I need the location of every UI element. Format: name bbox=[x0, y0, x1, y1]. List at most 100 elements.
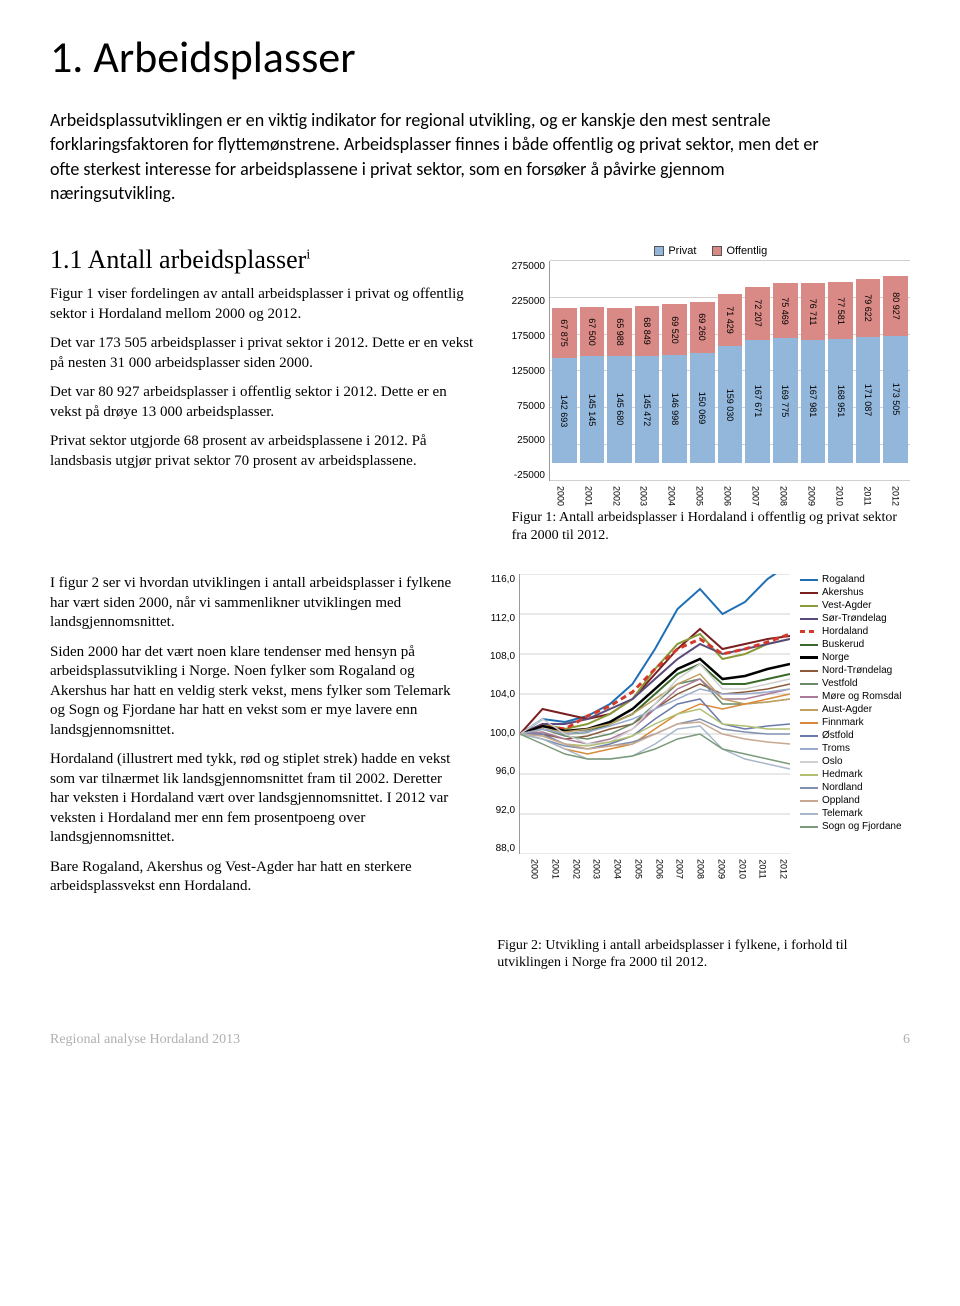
chart-1-legend: Privat Offentlig bbox=[512, 245, 910, 257]
bar-column: 71 429 159 030 bbox=[718, 294, 743, 481]
x-tick-label: 2004 bbox=[667, 484, 677, 509]
line-legend: RogalandAkershusVest-AgderSør-TrøndelagH… bbox=[800, 574, 910, 907]
heading-text: 1.1 Antall arbeidsplasser bbox=[50, 245, 306, 274]
body-paragraph: Bare Rogaland, Akershus og Vest-Agder ha… bbox=[50, 858, 460, 897]
legend-item: Sør-Trøndelag bbox=[800, 613, 910, 624]
bar-value-label: 76 711 bbox=[808, 298, 818, 325]
bar-value-label: 167 981 bbox=[808, 385, 818, 418]
bar-segment-offentlig: 71 429 bbox=[718, 294, 743, 346]
bar-value-label: 79 622 bbox=[863, 294, 873, 322]
bar-value-label: 145 472 bbox=[642, 393, 652, 426]
chart-1-caption: Figur 1: Antall arbeidsplasser i Hordala… bbox=[512, 509, 910, 544]
chart-2-caption: Figur 2: Utvikling i antall arbeidsplass… bbox=[497, 937, 910, 972]
bar-segment-offentlig: 76 711 bbox=[801, 283, 826, 339]
x-tick-label: 2009 bbox=[716, 859, 726, 880]
bar-chart: 2750002250001750001250007500025000-25000… bbox=[512, 261, 910, 481]
bar-segment-privat: 142 693 bbox=[552, 358, 577, 463]
bar-column: 67 875 142 693 bbox=[552, 308, 577, 481]
y-tick-label: 125000 bbox=[512, 366, 545, 377]
legend-item: Offentlig bbox=[712, 245, 767, 257]
bar-y-axis: 2750002250001750001250007500025000-25000 bbox=[512, 261, 549, 481]
legend-item: Møre og Romsdal bbox=[800, 691, 910, 702]
bar-value-label: 171 087 bbox=[863, 384, 873, 417]
bar-column: 76 711 167 981 bbox=[801, 283, 826, 481]
x-tick-label: 2006 bbox=[723, 484, 733, 509]
x-tick-label: 2005 bbox=[633, 859, 643, 880]
y-tick-label: 116,0 bbox=[491, 574, 515, 585]
legend-item: Oslo bbox=[800, 756, 910, 767]
bar-value-label: 65 988 bbox=[615, 318, 625, 346]
body-paragraph: I figur 2 ser vi hvordan utviklingen i a… bbox=[50, 574, 460, 633]
bar-column: 68 849 145 472 bbox=[635, 306, 660, 481]
legend-item: Sogn og Fjordane bbox=[800, 821, 910, 832]
y-tick-label: 25000 bbox=[517, 435, 545, 446]
x-tick-label: 2008 bbox=[779, 484, 789, 509]
bar-value-label: 68 849 bbox=[642, 317, 652, 345]
section-2-row: I figur 2 ser vi hvordan utviklingen i a… bbox=[50, 574, 910, 907]
x-tick-label: 2011 bbox=[758, 859, 768, 880]
bar-x-labels: 2000200120022003200420052006200720082009… bbox=[546, 481, 910, 501]
line-y-axis: 116,0112,0108,0104,0100,096,092,088,0 bbox=[490, 574, 519, 854]
bar-column: 77 581 168 951 bbox=[828, 282, 853, 481]
bar-value-label: 150 069 bbox=[697, 392, 707, 425]
bar-value-label: 75 469 bbox=[780, 297, 790, 325]
x-tick-label: 2003 bbox=[639, 484, 649, 509]
bar-segment-privat: 146 998 bbox=[662, 355, 687, 463]
y-tick-label: 96,0 bbox=[496, 766, 515, 777]
x-tick-label: 2010 bbox=[737, 859, 747, 880]
bar-value-label: 67 875 bbox=[559, 320, 569, 348]
line-x-labels: 2000200120022003200420052006200720082009… bbox=[524, 854, 794, 874]
footer-left: Regional analyse Hordaland 2013 bbox=[50, 1032, 240, 1048]
x-tick-label: 2004 bbox=[612, 859, 622, 880]
bar-segment-privat: 145 680 bbox=[607, 356, 632, 463]
body-paragraph: Det var 80 927 arbeidsplasser i offentli… bbox=[50, 383, 482, 422]
bar-column: 69 260 150 069 bbox=[690, 302, 715, 481]
legend-item: Buskerud bbox=[800, 639, 910, 650]
intro-text: Arbeidsplassutviklingen er en viktig ind… bbox=[50, 108, 830, 205]
bar-value-label: 168 951 bbox=[836, 385, 846, 418]
line-chart-svg bbox=[520, 574, 790, 854]
page-title: 1. Arbeidsplasser bbox=[50, 30, 910, 84]
legend-item: Vest-Agder bbox=[800, 600, 910, 611]
x-tick-label: 2000 bbox=[555, 484, 565, 509]
bar-segment-offentlig: 72 207 bbox=[745, 287, 770, 340]
body-paragraph: Det var 173 505 arbeidsplasser i privat … bbox=[50, 334, 482, 373]
bar-segment-offentlig: 67 875 bbox=[552, 308, 577, 358]
bar-column: 79 622 171 087 bbox=[856, 279, 881, 481]
x-tick-label: 2003 bbox=[592, 859, 602, 880]
bar-segment-privat: 167 671 bbox=[745, 340, 770, 463]
x-tick-label: 2007 bbox=[751, 484, 761, 509]
heading-sup: i bbox=[306, 248, 310, 263]
legend-item: Troms bbox=[800, 743, 910, 754]
bar-segment-offentlig: 68 849 bbox=[635, 306, 660, 356]
x-tick-label: 2002 bbox=[571, 859, 581, 880]
bar-segment-privat: 150 069 bbox=[690, 353, 715, 463]
legend-item: Oppland bbox=[800, 795, 910, 806]
legend-item: Norge bbox=[800, 652, 910, 663]
bar-value-label: 145 145 bbox=[587, 393, 597, 426]
section-1-row: 1.1 Antall arbeidsplasseri Figur 1 viser… bbox=[50, 245, 910, 544]
bar-column: 80 927 173 505 bbox=[883, 276, 908, 481]
line-plot bbox=[519, 574, 794, 854]
bar-segment-privat: 173 505 bbox=[883, 336, 908, 463]
bar-value-label: 145 680 bbox=[615, 393, 625, 426]
bar-column: 67 500 145 145 bbox=[580, 307, 605, 481]
page-footer: Regional analyse Hordaland 2013 6 bbox=[50, 1032, 910, 1048]
x-tick-label: 2007 bbox=[675, 859, 685, 880]
bar-segment-privat: 168 951 bbox=[828, 339, 853, 463]
body-paragraph: Siden 2000 har det vært noen klare tende… bbox=[50, 643, 460, 741]
legend-item: Aust-Agder bbox=[800, 704, 910, 715]
y-tick-label: 88,0 bbox=[496, 843, 515, 854]
x-tick-label: 2005 bbox=[695, 484, 705, 509]
legend-item: Telemark bbox=[800, 808, 910, 819]
bar-value-label: 77 581 bbox=[836, 297, 846, 325]
legend-item: Privat bbox=[654, 245, 696, 257]
legend-item: Akershus bbox=[800, 587, 910, 598]
bar-segment-offentlig: 67 500 bbox=[580, 307, 605, 357]
x-tick-label: 2000 bbox=[529, 859, 539, 880]
chart-1-container: Privat Offentlig 275000225000175000125000… bbox=[512, 245, 910, 544]
y-tick-label: 100,0 bbox=[490, 728, 515, 739]
chart-2-container: 116,0112,0108,0104,0100,096,092,088,0 20… bbox=[490, 574, 910, 907]
bar-segment-privat: 167 981 bbox=[801, 340, 826, 463]
bar-plot: 67 875 142 693 67 500 145 145 65 988 145… bbox=[549, 261, 910, 481]
